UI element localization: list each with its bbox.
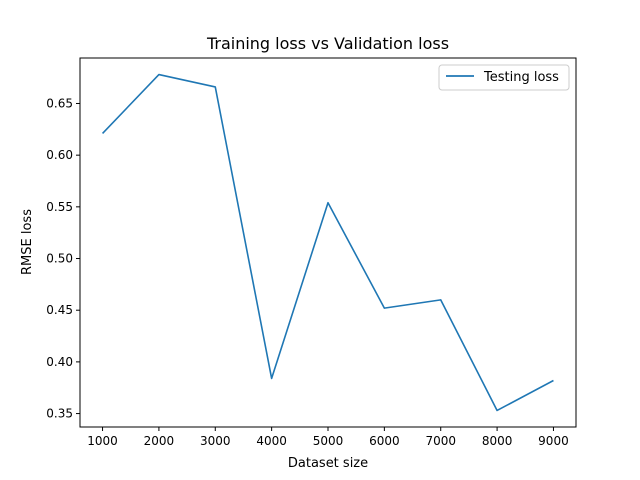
x-tick-label: 5000 [313,434,344,448]
plot-area: 1000 2000 3000 4000 5000 6000 7000 8000 9000 0.3… [46,57,577,448]
chart-title: Training loss vs Validation loss [206,34,449,53]
y-axis-label: RMSE loss [20,209,35,275]
y-tick-label: 0.60 [46,148,73,162]
x-axis: 1000 2000 3000 4000 5000 6000 7000 8000 9000 [87,427,569,448]
plot-frame [79,57,577,428]
x-axis-label: Dataset size [288,456,368,471]
y-tick-label: 0.45 [46,303,73,317]
legend-box [438,64,570,91]
x-tick-label: 3000 [200,434,231,448]
legend-entry: Testing loss [483,70,559,85]
y-tick-label: 0.65 [46,96,73,110]
x-tick-label: 1000 [87,434,118,448]
y-tick-label: 0.40 [46,355,73,369]
legend: Testing loss [438,64,570,91]
x-tick-label: 4000 [256,434,287,448]
y-axis: 0.35 0.40 0.45 0.50 0.55 0.60 0.65 [46,96,80,421]
x-tick-label: 6000 [369,434,400,448]
y-tick-label: 0.50 [46,252,73,266]
y-tick-label: 0.35 [46,407,73,421]
series-line-testing-loss [101,73,554,412]
x-tick-label: 8000 [482,434,513,448]
y-tick-label: 0.55 [46,200,73,214]
series-layer [101,73,554,412]
x-tick-label: 7000 [425,434,456,448]
x-tick-label: 2000 [144,434,175,448]
x-tick-label: 9000 [538,434,569,448]
